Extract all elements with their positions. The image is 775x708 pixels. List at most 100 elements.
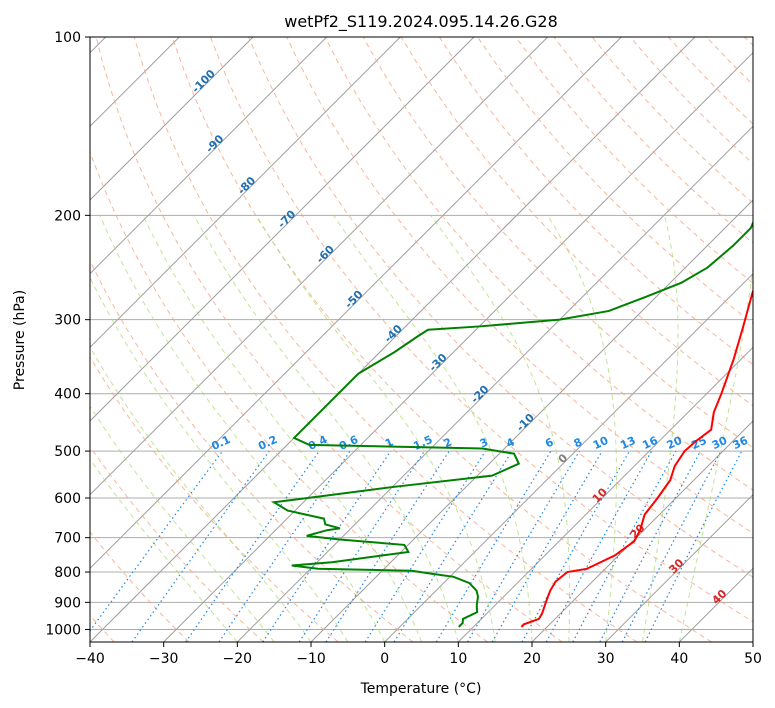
y-tick-label: 700	[54, 531, 81, 547]
mixing-ratio-line	[435, 450, 552, 642]
mixing-ratio-line	[466, 450, 580, 642]
y-tick-label: 200	[54, 208, 81, 224]
dry-adiabat	[248, 37, 753, 578]
isotherm-label: -20	[468, 383, 491, 406]
moist-adiabat	[90, 276, 349, 642]
x-tick-label: 0	[380, 651, 389, 667]
mixing-ratio-line	[131, 450, 270, 642]
y-tick-label: 400	[54, 387, 81, 403]
moist-adiabat	[678, 264, 753, 642]
dry-adiabat	[668, 37, 753, 125]
dewpoint-line	[270, 220, 753, 628]
mixing-ratio-line	[521, 450, 631, 642]
mixing-ratio-label: 13	[618, 434, 637, 452]
isotherm-line	[678, 567, 753, 642]
isotherm-label: -100	[189, 67, 218, 96]
mixing-ratio-label: 36	[731, 434, 751, 452]
mixing-ratio-label: 0.1	[209, 433, 232, 453]
isotherm-label: -50	[342, 288, 365, 311]
dry-adiabat	[515, 37, 753, 284]
mixing-ratio-line	[90, 450, 223, 632]
moist-adiabat	[142, 215, 422, 642]
isotherm-label: 20	[628, 521, 648, 541]
dry-adiabat	[90, 445, 264, 642]
dry-adiabat	[133, 37, 638, 642]
moist-adiabat	[90, 458, 238, 642]
mixing-ratio-label: 0.6	[337, 433, 360, 453]
isopleth-labels: 0.1 0.2 0.4 0.6 1 1.5 2 3 4 6 8 10 13 16 20 25 30 36-100-…	[189, 67, 750, 607]
mixing-ratio-line	[218, 450, 351, 642]
y-tick-label: 600	[54, 491, 81, 507]
moist-adiabat	[90, 405, 275, 642]
isotherm-label: -10	[514, 411, 537, 434]
mixing-ratio-line	[325, 450, 450, 642]
x-axis-label: Temperature (°C)	[360, 681, 482, 697]
mixing-ratio-line	[262, 450, 392, 642]
mixing-ratio-line	[393, 450, 513, 642]
y-tick-label: 800	[54, 565, 81, 581]
y-tick-label: 1000	[45, 622, 81, 638]
moist-adiabat	[547, 215, 617, 642]
mixing-ratio-line	[644, 450, 743, 642]
isotherm-line	[90, 37, 254, 201]
x-tick-label: 40	[670, 651, 688, 667]
isotherm-line	[90, 37, 401, 349]
moist-adiabat	[430, 215, 571, 642]
mixing-ratio-line	[298, 450, 425, 642]
isotherm-line	[163, 51, 753, 642]
mixing-ratio-label: 0.4	[306, 433, 329, 453]
y-tick-label: 900	[54, 595, 81, 611]
mixing-ratio-label: 16	[640, 434, 660, 452]
dry-adiabat	[90, 259, 414, 642]
isotherm-label: -90	[203, 132, 226, 155]
x-tick-label: 10	[449, 651, 467, 667]
isotherm-line	[752, 641, 753, 642]
isotherm-label: -60	[314, 242, 337, 265]
mixing-ratio-line	[185, 450, 320, 642]
dry-adiabat	[210, 37, 753, 623]
y-tick-label: 500	[54, 444, 81, 460]
x-tick-label: 20	[523, 651, 541, 667]
y-tick-label: 100	[54, 30, 81, 46]
x-tick-label: 30	[597, 651, 615, 667]
isotherm-line	[90, 37, 549, 496]
isotherm-label: -80	[235, 174, 258, 197]
dry-adiabat	[439, 37, 753, 366]
x-tick-label: −20	[223, 651, 253, 667]
isotherm-label: 40	[709, 587, 729, 607]
mixing-ratio-label: 10	[591, 434, 611, 452]
isotherm-line	[236, 125, 753, 642]
dry-adiabat	[90, 356, 339, 642]
temperature-line	[520, 288, 753, 628]
isotherm-line	[90, 37, 328, 275]
dry-adiabats	[90, 37, 753, 642]
pressure-grid	[90, 37, 753, 630]
mixing-ratio-label: 25	[689, 434, 708, 452]
moist-adiabat	[90, 345, 312, 642]
mixing-ratio-label: 8	[572, 435, 584, 450]
dry-adiabat	[171, 37, 712, 642]
isotherm-label: -70	[275, 207, 298, 230]
x-tick-label: −30	[149, 651, 179, 667]
mixing-ratio-label: 0.2	[256, 433, 279, 453]
dry-adiabat	[90, 150, 488, 642]
isotherm-label: 30	[666, 556, 686, 576]
mixing-ratio-label: 30	[710, 434, 730, 452]
mixing-ratio-line	[599, 450, 702, 642]
mixing-ratio-label: 1.5	[411, 433, 434, 453]
y-tick-label: 300	[54, 313, 81, 329]
mixing-ratio-line	[364, 450, 486, 642]
dry-adiabat	[95, 37, 563, 642]
moist-adiabat	[642, 215, 679, 642]
mixing-ratio-label: 20	[665, 434, 685, 452]
plot-frame	[89, 36, 754, 643]
mixing-ratio-line	[572, 450, 677, 642]
moist-adiabat	[333, 215, 533, 642]
moist-adiabat	[255, 215, 496, 642]
mixing-ratio-lines	[90, 450, 743, 642]
dry-adiabat	[706, 37, 753, 86]
dry-adiabat	[400, 37, 753, 407]
isotherm-line	[605, 493, 753, 642]
sounding-profiles	[270, 220, 753, 628]
